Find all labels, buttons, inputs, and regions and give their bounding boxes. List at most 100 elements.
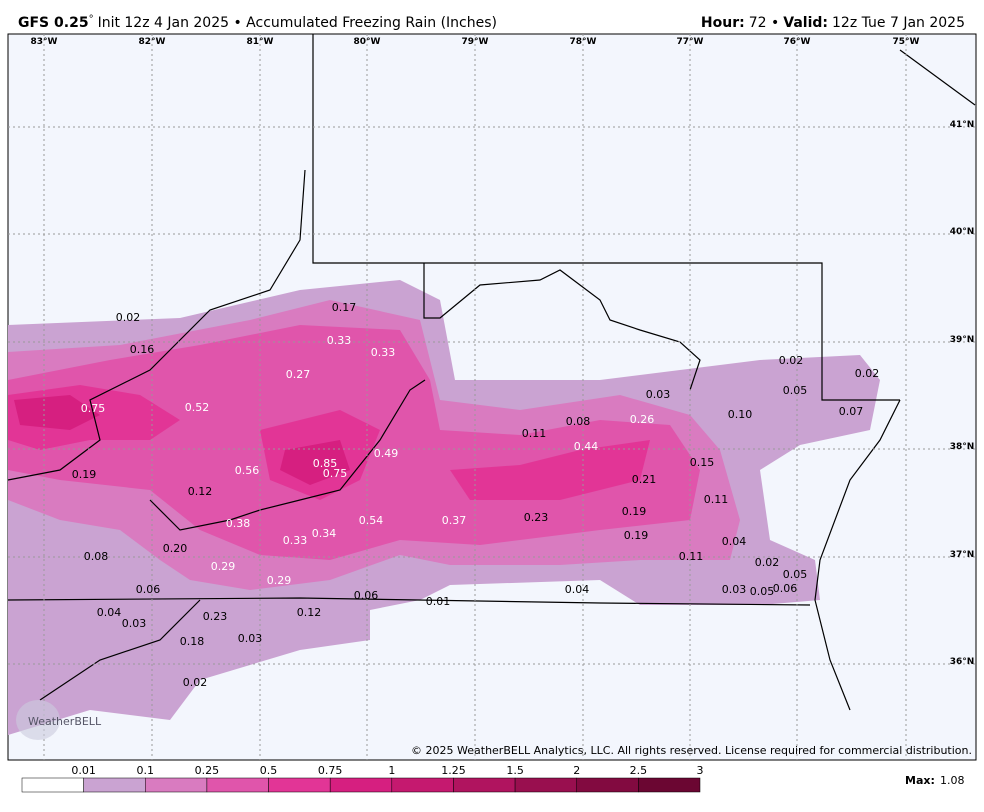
hour-label: Hour: — [701, 15, 745, 31]
point-value: 0.03 — [646, 388, 671, 401]
point-value: 0.12 — [188, 485, 213, 498]
colorbar-label: 3 — [697, 764, 704, 777]
point-value: 0.03 — [122, 617, 147, 630]
point-value: 0.02 — [755, 556, 780, 569]
init: Init 12z 4 Jan 2025 • Accumulated Freezi… — [98, 15, 497, 31]
longitude-label: 81°W — [247, 37, 274, 47]
longitude-label: 75°W — [893, 37, 920, 47]
point-value: 0.49 — [374, 447, 399, 460]
point-value: 0.05 — [783, 384, 808, 397]
point-value: 0.01 — [426, 595, 451, 608]
point-value: 0.85 — [313, 457, 338, 470]
longitude-label: 82°W — [139, 37, 166, 47]
point-value: 0.02 — [855, 367, 880, 380]
colorbar-label: 1 — [388, 764, 395, 777]
point-value: 0.17 — [332, 301, 357, 314]
longitude-label: 80°W — [354, 37, 381, 47]
point-value: 0.12 — [297, 606, 322, 619]
point-value: 0.18 — [180, 635, 205, 648]
colorbar-swatch — [145, 777, 208, 793]
point-value: 0.08 — [84, 550, 109, 563]
colorbar: 0.01 0.1 0.25 0.5 0.75 1 1.25 1.5 2 2.5 3 — [21, 764, 704, 793]
point-value: 0.52 — [185, 401, 210, 414]
colorbar-swatch — [21, 777, 84, 793]
longitude-label: 77°W — [677, 37, 704, 47]
point-value: 0.56 — [235, 464, 260, 477]
point-value: 0.16 — [130, 343, 155, 356]
point-value: 0.02 — [116, 311, 141, 324]
colorbar-label: 0.75 — [318, 764, 343, 777]
point-value: 0.04 — [565, 583, 590, 596]
latitude-label: 41°N — [950, 120, 975, 130]
latitude-label: 36°N — [950, 657, 975, 667]
point-value: 0.29 — [211, 560, 236, 573]
colorbar-label: 2 — [573, 764, 580, 777]
colorbar-swatch — [268, 777, 331, 793]
colorbar-label: 2.5 — [630, 764, 648, 777]
point-value: 0.06 — [773, 582, 798, 595]
point-value: 0.23 — [524, 511, 549, 524]
logo: WeatherBELL — [28, 715, 102, 728]
longitude-label: 76°W — [784, 37, 811, 47]
hour: 72 • — [749, 15, 780, 31]
point-value: 0.02 — [779, 354, 804, 367]
longitude-label: 83°W — [31, 37, 58, 47]
point-value: 0.03 — [238, 632, 263, 645]
longitude-label: 79°W — [462, 37, 489, 47]
longitude-label: 78°W — [570, 37, 597, 47]
latitude-label: 39°N — [950, 335, 975, 345]
point-value: 0.54 — [359, 514, 384, 527]
point-value: 0.11 — [679, 550, 704, 563]
colorbar-swatch — [391, 777, 454, 793]
valid-label: Valid: — [783, 15, 828, 31]
point-value: 0.27 — [286, 368, 311, 381]
state-borders — [7, 34, 976, 711]
point-value: 0.04 — [97, 606, 122, 619]
point-value: 0.20 — [163, 542, 188, 555]
point-value: 0.19 — [624, 529, 649, 542]
point-value: 0.06 — [354, 589, 379, 602]
point-value: 0.23 — [203, 610, 228, 623]
point-value: 0.11 — [522, 427, 547, 440]
latitude-label: 38°N — [950, 442, 975, 452]
copyright: © 2025 WeatherBELL Analytics, LLC. All r… — [411, 744, 972, 757]
max-label: Max: — [905, 774, 935, 787]
point-value: 0.02 — [183, 676, 208, 689]
model: GFS 0.25 — [18, 15, 89, 31]
point-value: 0.06 — [136, 583, 161, 596]
point-value: 0.11 — [704, 493, 729, 506]
max-value: 1.08 — [940, 774, 965, 787]
valid: 12z Tue 7 Jan 2025 — [832, 15, 965, 31]
map: 83°W 82°W 81°W 80°W 79°W 78°W 77°W 76°W 75°W 41°N… — [7, 33, 977, 761]
precip-shading — [8, 280, 880, 735]
point-value: 0.10 — [728, 408, 753, 421]
colorbar-swatch — [329, 777, 393, 793]
colorbar-swatch — [576, 777, 639, 793]
degree: ° — [89, 14, 94, 25]
graticule — [8, 34, 976, 760]
colorbar-swatch — [83, 777, 146, 793]
point-value: 0.05 — [750, 585, 775, 598]
colorbar-swatch — [453, 777, 516, 793]
colorbar-label: 0.25 — [195, 764, 220, 777]
title: GFS 0.25° Init 12z 4 Jan 2025 • Accumulat… — [18, 14, 497, 31]
colorbar-label: 0.5 — [260, 764, 278, 777]
point-value: 0.75 — [81, 402, 106, 415]
colorbar-swatch — [514, 777, 577, 793]
point-value: 0.38 — [226, 517, 251, 530]
logo-mark — [16, 700, 60, 740]
latitude-label: 37°N — [950, 550, 975, 560]
latitude-label: 40°N — [950, 227, 975, 237]
colorbar-swatch — [638, 777, 701, 793]
point-value: 0.15 — [690, 456, 715, 469]
point-value: 0.19 — [622, 505, 647, 518]
point-value: 0.44 — [574, 440, 599, 453]
point-value: 0.29 — [267, 574, 292, 587]
point-value: 0.19 — [72, 468, 97, 481]
colorbar-swatch — [206, 777, 269, 793]
point-value: 0.34 — [312, 527, 337, 540]
colorbar-label: 1.25 — [441, 764, 466, 777]
point-value: 0.08 — [566, 415, 591, 428]
point-value: 0.26 — [630, 413, 655, 426]
